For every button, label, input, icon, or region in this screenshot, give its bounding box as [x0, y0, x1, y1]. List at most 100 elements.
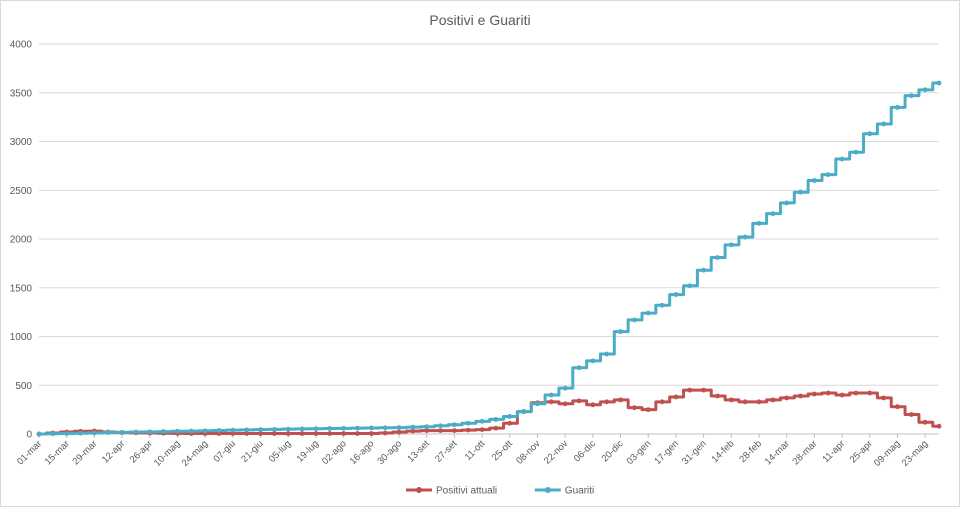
data-point-guariti	[244, 427, 250, 433]
data-point-positivi-attuali	[881, 395, 887, 401]
data-point-guariti	[548, 392, 554, 398]
data-point-positivi-attuali	[922, 419, 928, 425]
data-point-guariti	[451, 422, 457, 428]
x-tick-label: 14-mar	[763, 438, 792, 467]
data-point-positivi-attuali	[271, 431, 277, 436]
x-tick-label: 30-ago	[375, 438, 404, 467]
data-point-guariti	[936, 80, 942, 86]
data-point-positivi-attuali	[728, 397, 734, 403]
data-point-guariti	[562, 385, 568, 391]
data-point-guariti	[784, 200, 790, 206]
legend-marker	[416, 487, 422, 493]
data-point-positivi-attuali	[355, 431, 360, 436]
legend-marker	[544, 487, 551, 493]
data-point-guariti	[327, 426, 333, 431]
data-point-guariti	[673, 292, 679, 297]
x-tick-label: 17-gen	[652, 438, 681, 467]
data-point-guariti	[479, 418, 485, 424]
data-point-positivi-attuali	[230, 431, 236, 436]
data-point-positivi-attuali	[368, 431, 374, 436]
data-point-positivi-attuali	[438, 428, 443, 433]
x-tick-label: 21-giu	[239, 438, 265, 464]
x-tick-label: 19-lug	[295, 438, 321, 464]
y-tick-label: 1500	[10, 283, 33, 294]
legend: Positivi attuali Guariti	[406, 486, 594, 497]
x-tick-label: 16-ago	[348, 438, 377, 467]
series-group	[36, 80, 942, 437]
x-tick-label: 08-nov	[514, 438, 542, 466]
x-tick-label: 23-mag	[900, 438, 931, 469]
y-tick-label: 2000	[10, 235, 33, 246]
data-point-guariti	[91, 430, 97, 436]
x-tick-label: 13-set	[405, 438, 432, 465]
data-point-guariti	[355, 425, 360, 431]
x-tick-label: 02-ago	[320, 438, 349, 467]
data-point-guariti	[50, 431, 56, 437]
data-point-guariti	[271, 427, 277, 432]
data-point-positivi-attuali	[895, 404, 900, 410]
y-tick-label: 1000	[10, 332, 33, 343]
data-point-positivi-attuali	[479, 427, 485, 433]
x-tick-label: 15-mar	[43, 438, 72, 467]
data-point-positivi-attuali	[285, 431, 291, 436]
legend-label: Guariti	[565, 486, 594, 497]
data-point-positivi-attuali	[839, 392, 845, 398]
data-point-guariti	[604, 351, 610, 357]
data-point-guariti	[161, 429, 167, 434]
x-tick-label: 22-nov	[542, 438, 570, 466]
data-point-guariti	[341, 425, 347, 431]
data-point-guariti	[908, 93, 914, 99]
data-point-positivi-attuali	[590, 402, 596, 408]
data-point-positivi-attuali	[424, 428, 430, 433]
data-point-guariti	[535, 401, 540, 407]
data-point-positivi-attuali	[604, 399, 610, 405]
data-point-positivi-attuali	[396, 429, 402, 435]
data-point-guariti	[299, 426, 305, 432]
data-point-guariti	[258, 427, 263, 433]
data-point-guariti	[36, 431, 42, 437]
data-point-guariti	[922, 87, 928, 93]
x-tick-label: 10-mag	[152, 438, 183, 469]
data-point-positivi-attuali	[784, 395, 790, 401]
data-point-guariti	[742, 234, 748, 240]
data-point-positivi-attuali	[715, 393, 720, 399]
x-tick-label: 27-set	[433, 438, 460, 465]
x-tick-label: 25-ott	[490, 438, 515, 463]
data-point-guariti	[770, 211, 776, 217]
x-tick-label: 31-gen	[680, 438, 709, 467]
data-point-guariti	[825, 172, 831, 178]
x-tick-label: 06-dic	[572, 438, 598, 464]
data-point-guariti	[756, 221, 762, 226]
data-point-guariti	[382, 425, 388, 431]
data-point-guariti	[881, 121, 887, 127]
data-point-guariti	[119, 429, 125, 435]
x-tick-label: 29-mar	[70, 438, 99, 467]
data-point-positivi-attuali	[687, 387, 693, 393]
data-point-guariti	[438, 423, 443, 429]
x-tick-label: 26-apr	[128, 438, 155, 465]
data-point-guariti	[188, 428, 194, 434]
x-tick-label: 07-giu	[212, 438, 238, 464]
data-point-guariti	[715, 255, 720, 260]
x-tick-label: 28-feb	[737, 438, 764, 465]
data-point-positivi-attuali	[645, 407, 651, 413]
data-point-guariti	[811, 178, 817, 183]
data-point-guariti	[576, 365, 582, 371]
data-point-guariti	[867, 131, 873, 137]
data-point-positivi-attuali	[327, 431, 333, 436]
x-tick-label: 03-gen	[625, 438, 654, 467]
data-point-positivi-attuali	[853, 390, 859, 396]
x-tick-label: 25-apr	[848, 438, 875, 465]
data-point-positivi-attuali	[493, 425, 499, 431]
x-tick-label: 12-apr	[100, 438, 127, 465]
data-point-guariti	[645, 310, 651, 316]
data-point-positivi-attuali	[798, 393, 803, 399]
data-point-positivi-attuali	[867, 390, 873, 396]
data-point-positivi-attuali	[659, 399, 665, 405]
data-point-positivi-attuali	[548, 399, 554, 405]
y-tick-label: 3500	[10, 88, 33, 99]
data-point-positivi-attuali	[576, 398, 582, 404]
